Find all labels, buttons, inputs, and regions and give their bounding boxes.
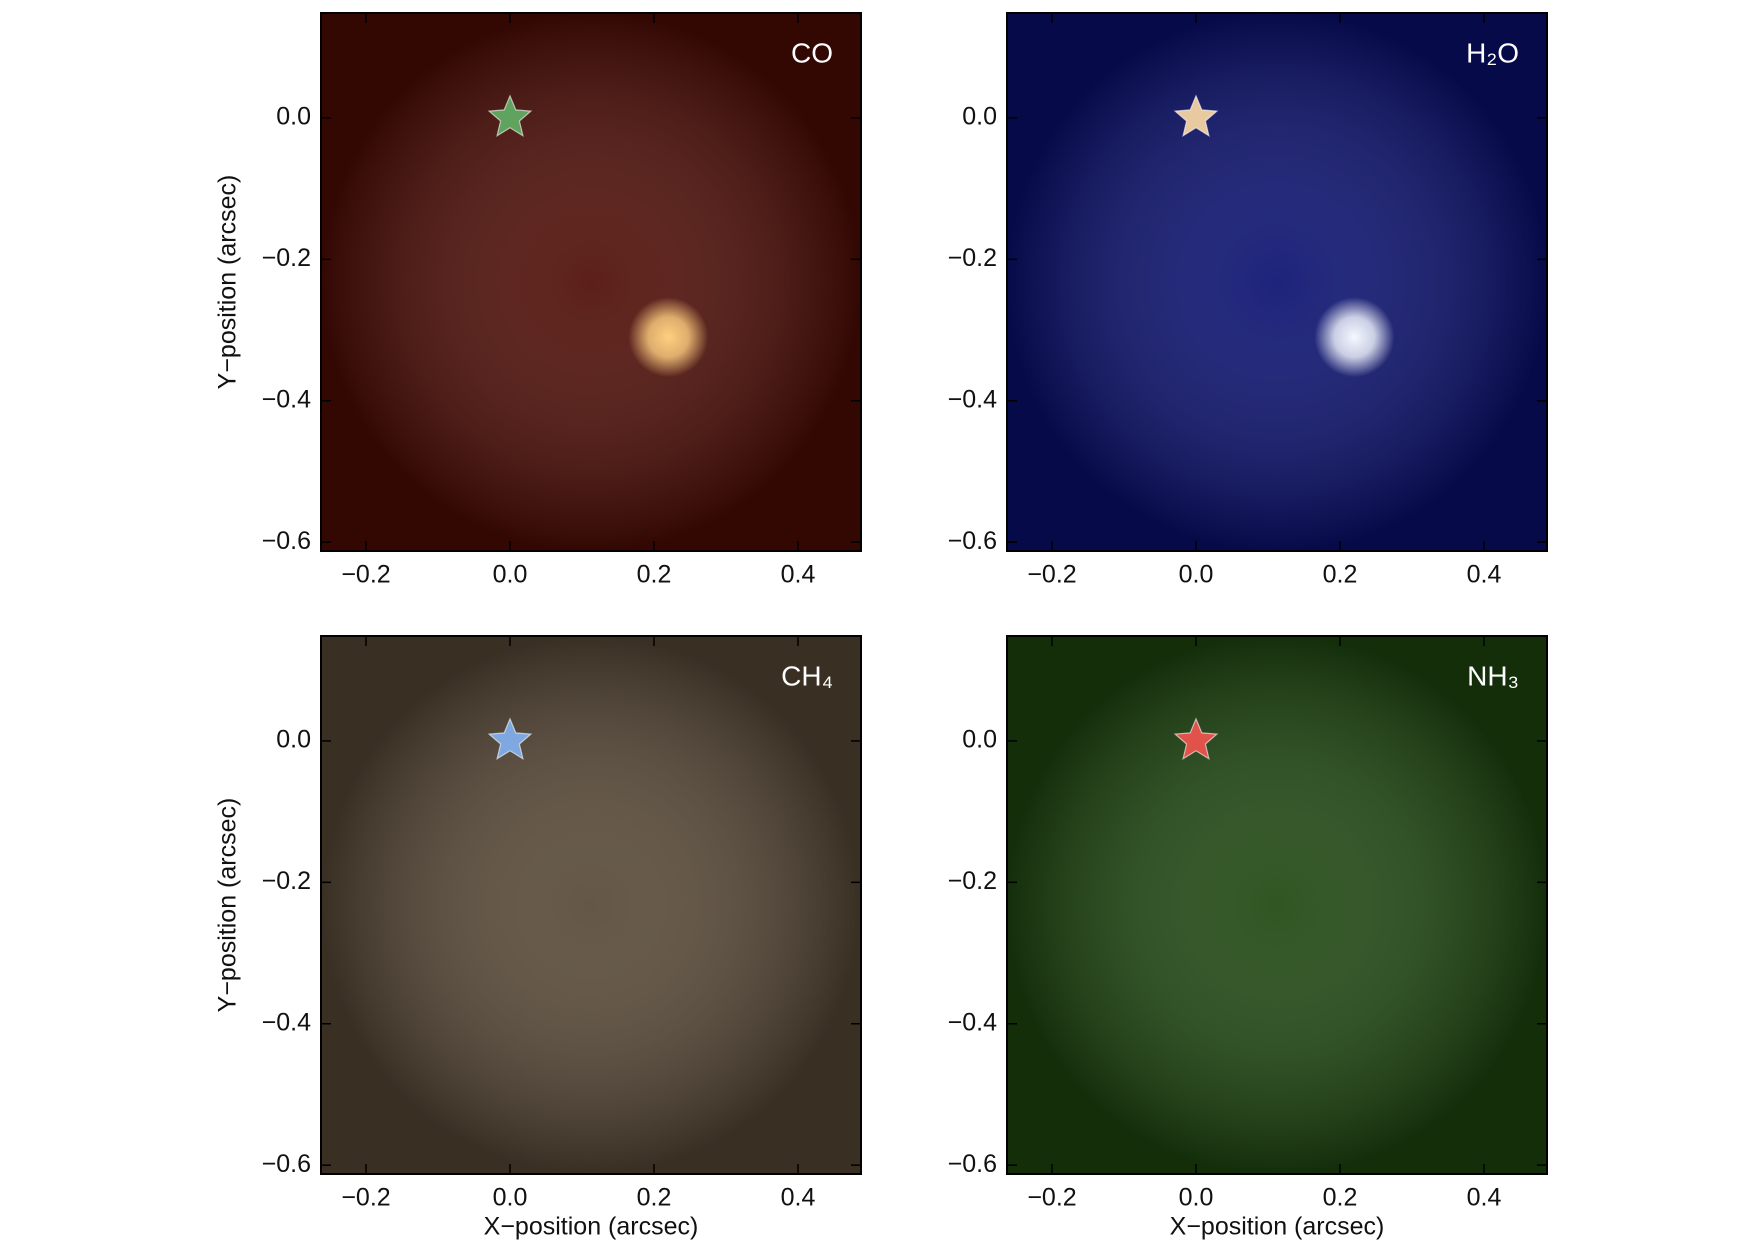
x-tick-label: 0.0 (493, 561, 528, 589)
star-marker (1173, 717, 1219, 760)
x-tick-label: 0.2 (1323, 1184, 1358, 1212)
x-tick-label: 0.0 (1179, 561, 1214, 589)
panel: −0.2 0.0 0.2 0.4 0.0 −0.2 −0.4 −0.6 CH₄ X−positio… (214, 635, 862, 1240)
x-axis-label: X−position (arcsec) (1170, 1213, 1385, 1240)
source-blob (1314, 297, 1395, 378)
plot-frame (320, 635, 862, 1175)
y-tick-label: −0.4 (262, 385, 311, 413)
x-tick-label: 0.0 (493, 1184, 528, 1212)
x-tick-label: 0.4 (781, 561, 816, 589)
y-axis-label: Y−position (arcsec) (214, 175, 242, 390)
x-tick-label: 0.4 (1467, 1184, 1502, 1212)
x-axis-label: X−position (arcsec) (484, 1213, 699, 1240)
star-marker (487, 717, 533, 760)
y-tick-label: −0.2 (262, 244, 311, 272)
panel-title: CH₄ (781, 660, 833, 691)
x-tick-label: 0.2 (1323, 561, 1358, 589)
y-tick-label: 0.0 (962, 103, 997, 131)
x-tick-label: 0.4 (1467, 561, 1502, 589)
x-tick-label: −0.2 (1027, 561, 1076, 589)
x-tick-label: −0.2 (341, 561, 390, 589)
y-tick-label: −0.6 (262, 527, 311, 555)
star-marker (1173, 94, 1219, 137)
x-tick-label: −0.2 (1027, 1184, 1076, 1212)
y-tick-label: −0.6 (262, 1150, 311, 1178)
y-tick-label: −0.4 (948, 385, 997, 413)
x-tick-label: −0.2 (341, 1184, 390, 1212)
y-tick-label: 0.0 (962, 726, 997, 754)
y-tick-label: −0.6 (948, 1150, 997, 1178)
panel: −0.2 0.0 0.2 0.4 0.0 −0.2 −0.4 −0.6 NH₃ X−positio… (948, 635, 1548, 1240)
source-blob (628, 297, 709, 378)
y-tick-label: −0.4 (262, 1008, 311, 1036)
image-shading (321, 636, 861, 1174)
x-tick-label: 0.2 (637, 561, 672, 589)
y-tick-label: 0.0 (276, 103, 311, 131)
image-shading (321, 13, 861, 551)
panel: −0.2 0.0 0.2 0.4 0.0 −0.2 −0.4 −0.6 CO Y−position… (214, 12, 862, 589)
image-shading (1007, 636, 1547, 1174)
y-tick-label: −0.2 (262, 867, 311, 895)
plot-frame (1006, 12, 1548, 552)
y-tick-label: −0.2 (948, 244, 997, 272)
panel-title: NH₃ (1467, 660, 1519, 691)
x-tick-label: 0.0 (1179, 1184, 1214, 1212)
x-tick-label: 0.4 (781, 1184, 816, 1212)
star-marker (487, 94, 533, 137)
panel-title: CO (791, 37, 833, 68)
y-axis-label: Y−position (arcsec) (214, 798, 242, 1013)
panel: −0.2 0.0 0.2 0.4 0.0 −0.2 −0.4 −0.6 H₂O (948, 12, 1548, 589)
plot-frame (320, 12, 862, 552)
image-shading (1007, 13, 1547, 551)
x-tick-label: 0.2 (637, 1184, 672, 1212)
y-tick-label: −0.2 (948, 867, 997, 895)
y-tick-label: −0.4 (948, 1008, 997, 1036)
panel-title: H₂O (1466, 37, 1519, 68)
plot-frame (1006, 635, 1548, 1175)
y-tick-label: 0.0 (276, 726, 311, 754)
y-tick-label: −0.6 (948, 527, 997, 555)
